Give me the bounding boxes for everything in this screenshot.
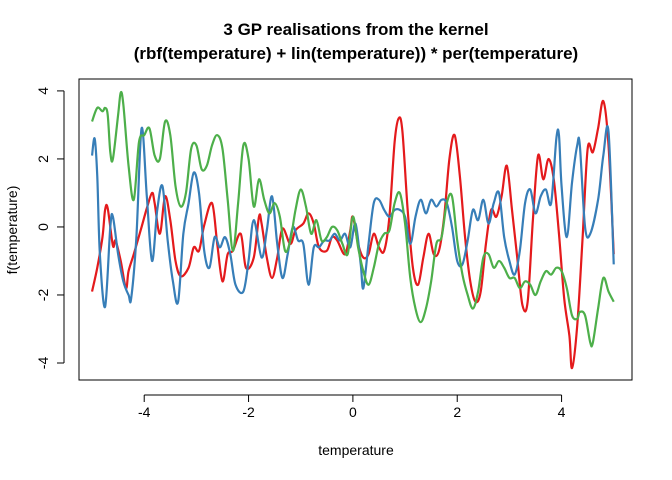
y-tick-label: 0 <box>35 223 51 231</box>
y-tick-label: -2 <box>35 289 51 302</box>
x-axis-label: temperature <box>318 442 394 458</box>
x-tick-label: -2 <box>242 404 255 420</box>
x-tick-label: 4 <box>558 404 566 420</box>
y-tick-label: 2 <box>35 155 51 163</box>
series-line-1 <box>90 100 615 370</box>
plot-frame <box>78 78 633 381</box>
chart-title-line2: (rbf(temperature) + lin(temperature)) * … <box>134 44 578 63</box>
x-tick-label: -4 <box>138 404 151 420</box>
series-line-2 <box>90 125 615 308</box>
chart-title-line1: 3 GP realisations from the kernel <box>223 20 488 39</box>
y-axis: -4 -2 0 2 4 <box>35 87 65 370</box>
x-axis: -4 -2 0 2 4 <box>138 394 566 420</box>
x-tick-label: 2 <box>453 404 461 420</box>
series-layer <box>90 90 615 370</box>
x-tick-label: 0 <box>349 404 357 420</box>
y-tick-label: -4 <box>35 357 51 370</box>
y-tick-label: 4 <box>35 87 51 95</box>
series-line-3 <box>91 90 615 348</box>
y-axis-label: f(temperature) <box>4 186 20 275</box>
